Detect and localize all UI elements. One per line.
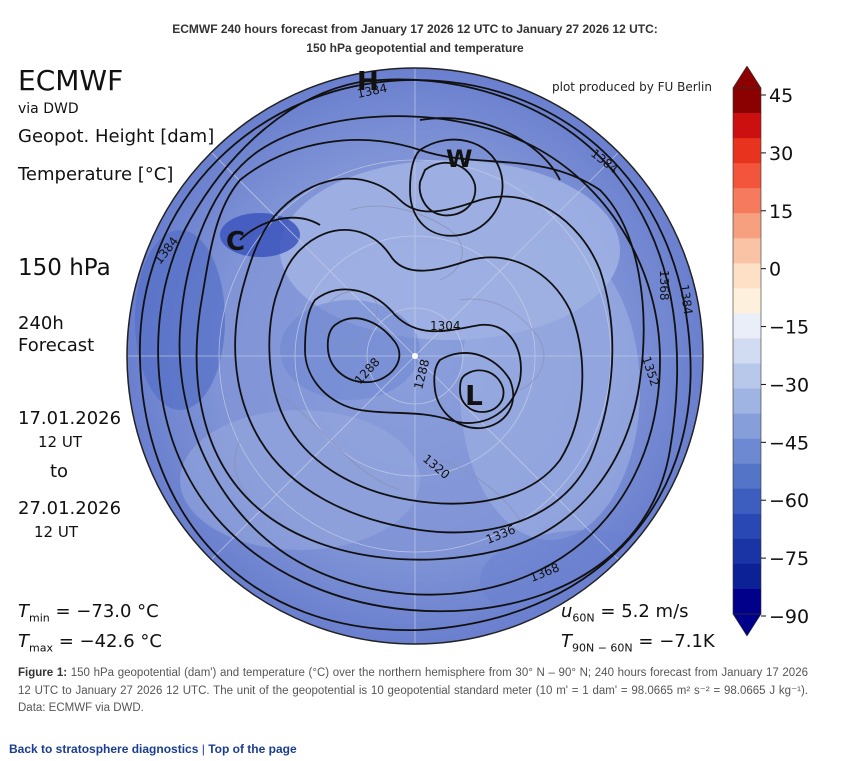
caption-text: 150 hPa geopotential (dam') and temperat… — [18, 667, 808, 714]
credit-text: plot produced by FU Berlin — [552, 80, 712, 94]
coastlines — [234, 205, 545, 521]
low-center-label: L — [465, 379, 483, 412]
link-separator: | — [201, 742, 205, 756]
cold-region-center — [280, 300, 420, 400]
plot-title: ECMWF 240 hours forecast from January 17… — [0, 20, 830, 58]
colorbar-segment — [733, 588, 761, 615]
colorbar-top-arrow — [732, 66, 762, 89]
tmax-sub: max — [29, 641, 53, 655]
end-date: 27.01.2026 — [18, 498, 122, 519]
colorbar-segment — [733, 263, 761, 289]
colorbar-segment — [733, 388, 761, 415]
colorbar-tick-label: 15 — [769, 201, 793, 223]
start-time: 12 UT — [38, 433, 82, 451]
lead-forecast: Forecast — [18, 335, 95, 356]
u60n-symbol: u — [561, 601, 573, 622]
colorbar-frame — [732, 87, 762, 615]
warm-center-label: W — [446, 145, 472, 173]
tmax-symbol: T — [18, 631, 29, 652]
colorbar-segment — [733, 188, 761, 214]
pressure-level: 150 hPa — [18, 255, 111, 281]
temperature-colorbar: 45 30 15 0 −15 −30 −45 −60 −75 −90 — [732, 66, 809, 637]
colorbar-tick-label: 30 — [769, 143, 793, 165]
colorbar-segment — [733, 163, 761, 189]
title-line-2: 150 hPa geopotential and temperature — [306, 41, 524, 55]
colorbar-segment — [733, 88, 761, 114]
colorbar-segment — [733, 413, 761, 440]
tmin-symbol: T — [18, 601, 29, 622]
map-border — [126, 67, 704, 645]
variable-geopotential: Geopot. Height [dam] — [18, 126, 215, 147]
tmin-readout: Tmin = −73.0 °C — [18, 601, 159, 625]
colorbar-tick-label: 45 — [769, 85, 793, 107]
colorbar-segment — [733, 113, 761, 139]
top-of-page-link[interactable]: Top of the page — [208, 742, 297, 756]
contour-label: 1368 — [657, 270, 671, 301]
colorbar-segment — [733, 438, 761, 465]
u60n-value: = 5.2 m/s — [600, 601, 689, 622]
page-links: Back to stratosphere diagnostics | Top o… — [9, 742, 297, 756]
variable-temperature: Temperature [°C] — [18, 164, 174, 185]
contour-label: 1384 — [356, 81, 389, 101]
back-to-diagnostics-link[interactable]: Back to stratosphere diagnostics — [9, 742, 199, 756]
u60n-readout: u60N = 5.2 m/s — [561, 601, 689, 625]
figure-label: Figure 1: — [18, 667, 68, 679]
colorbar-segment — [733, 338, 761, 365]
colorbar-segments — [732, 66, 762, 637]
pressure-center-group: H W C L — [226, 67, 483, 412]
colorbar-segment — [733, 563, 761, 590]
colorbar-tick-label: −45 — [769, 432, 809, 454]
u60n-sub: 60N — [572, 611, 595, 625]
warm-region-east — [460, 240, 640, 540]
start-date: 17.01.2026 — [18, 408, 122, 429]
colorbar-tick-label: −90 — [769, 606, 809, 628]
figure-caption: Figure 1: 150 hPa geopotential (dam') an… — [18, 665, 808, 718]
tmin-value: = −73.0 °C — [55, 601, 159, 622]
colorbar-segment — [733, 213, 761, 239]
to-label: to — [50, 461, 69, 482]
data-source: via DWD — [18, 101, 79, 117]
t90n60n-sub: 90N − 60N — [572, 641, 633, 655]
lead-time: 240h — [18, 313, 64, 334]
geopotential-contours — [139, 78, 692, 631]
colorbar-segment — [733, 138, 761, 164]
t90n60n-symbol: T — [561, 631, 572, 652]
tmin-sub: min — [29, 611, 50, 625]
colorbar-tick-label: −30 — [769, 374, 809, 396]
polar-stereographic-map: 1384 1384 1384 1384 1368 1352 1304 1288 … — [126, 67, 704, 645]
tmax-value: = −42.6 °C — [58, 631, 162, 652]
end-time: 12 UT — [34, 523, 78, 541]
cold-region-c — [220, 213, 300, 257]
colorbar-segment — [733, 313, 761, 339]
colorbar-bottom-arrow — [732, 613, 762, 637]
colorbar-segment — [733, 238, 761, 264]
colorbar-tick-label: −60 — [769, 490, 809, 512]
contour-label: 1384 — [677, 283, 695, 315]
north-pole-marker — [412, 353, 418, 359]
t90n60n-readout: T90N − 60N = −7.1K — [561, 631, 715, 655]
model-name: ECMWF — [18, 64, 124, 97]
high-center-label: H — [357, 67, 379, 97]
colorbar-segment — [733, 488, 761, 515]
tmax-readout: Tmax = −42.6 °C — [18, 631, 162, 655]
title-line-1: ECMWF 240 hours forecast from January 17… — [172, 22, 658, 36]
colorbar-segment — [733, 363, 761, 390]
colorbar-ticks: 45 30 15 0 −15 −30 −45 −60 −75 −90 — [761, 85, 809, 628]
colorbar-tick-label: −75 — [769, 548, 809, 570]
cold-center-label: C — [226, 227, 245, 257]
colorbar-segment — [733, 463, 761, 490]
colorbar-tick-label: −15 — [769, 317, 809, 339]
colorbar-tick-label: 0 — [769, 259, 781, 281]
t90n60n-value: = −7.1K — [638, 631, 715, 652]
contour-label: 1304 — [430, 319, 461, 333]
colorbar-segment — [733, 538, 761, 565]
colorbar-segment — [733, 513, 761, 540]
colorbar-segment — [733, 288, 761, 314]
